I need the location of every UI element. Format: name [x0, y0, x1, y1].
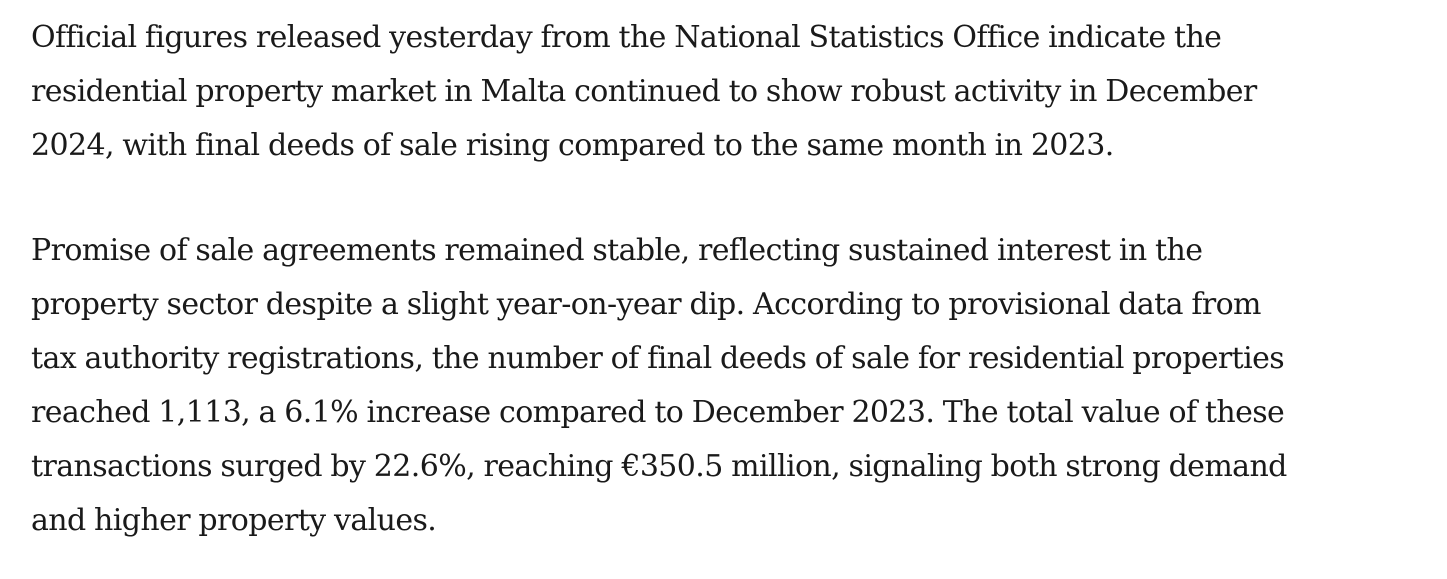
paragraph-line: transactions surged by 22.6%, reaching €… — [31, 449, 1287, 484]
paragraph-line: Promise of sale agreements remained stab… — [31, 233, 1203, 268]
article-body: Official figures released yesterday from… — [31, 11, 1431, 548]
paragraph-line: Official figures released yesterday from… — [31, 20, 1222, 55]
paragraph-line: and higher property values. — [31, 503, 437, 538]
paragraph-line: tax authority registrations, the number … — [31, 341, 1285, 376]
paragraph-2: Promise of sale agreements remained stab… — [31, 224, 1431, 548]
paragraph-line: residential property market in Malta con… — [31, 74, 1257, 109]
paragraph-line: reached 1,113, a 6.1% increase compared … — [31, 395, 1285, 430]
paragraph-1: Official figures released yesterday from… — [31, 11, 1431, 173]
paragraph-line: property sector despite a slight year-on… — [31, 287, 1261, 322]
paragraph-line: 2024, with final deeds of sale rising co… — [31, 128, 1114, 163]
